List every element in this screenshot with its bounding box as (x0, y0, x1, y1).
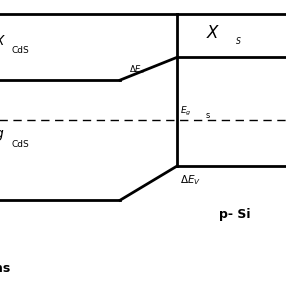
Text: CdS: CdS (11, 140, 29, 149)
Text: $_S$: $_S$ (235, 35, 241, 48)
Text: s: s (206, 111, 210, 120)
Text: $X$: $X$ (206, 24, 220, 42)
Text: ns: ns (0, 262, 11, 275)
Text: $g$: $g$ (0, 128, 5, 143)
Text: $\Delta E_c$: $\Delta E_c$ (129, 64, 145, 76)
Text: $\Delta E_V$: $\Delta E_V$ (180, 173, 201, 187)
Text: CdS: CdS (11, 45, 29, 55)
Text: $X$: $X$ (0, 35, 7, 48)
Text: p- Si: p- Si (219, 208, 250, 221)
Text: $E_g$: $E_g$ (180, 105, 192, 118)
